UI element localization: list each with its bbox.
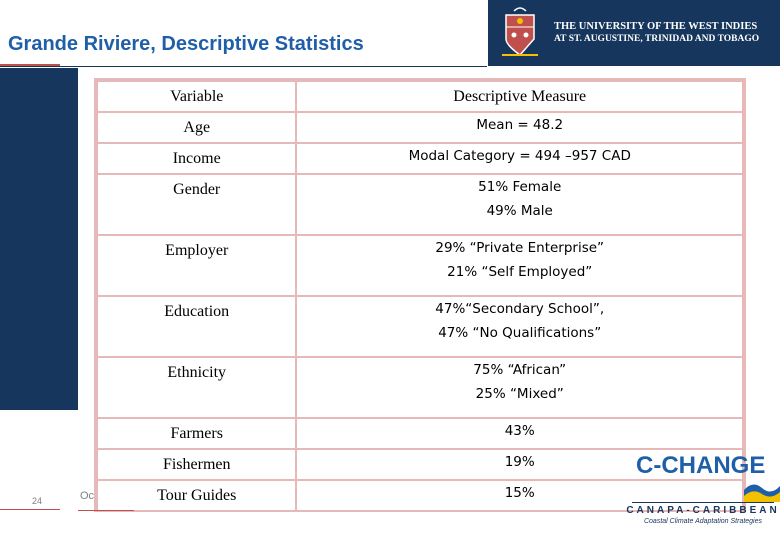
table-row-gender: Gender 51% Female 49% Male — [95, 173, 744, 236]
footer-rule — [0, 509, 60, 510]
cell-measure: 15% — [295, 479, 744, 512]
university-name: THE UNIVERSITY OF THE WEST INDIES AT ST.… — [554, 20, 759, 46]
canapa-rule-top — [632, 502, 774, 503]
left-accent-bar — [0, 68, 78, 410]
footer-date: Oc — [80, 490, 95, 502]
cchange-logo: C-CHANGE — [636, 452, 770, 482]
cell-variable: Income — [95, 142, 298, 175]
table-row-tour-guides: Tour Guides 15% — [95, 479, 744, 512]
cell-variable: Gender — [95, 173, 298, 236]
table-row-employer: Employer 29% “Private Enterprise” 21% “S… — [95, 234, 744, 297]
table-header-row: Variable Descriptive Measure — [95, 80, 744, 113]
cell-measure: 29% “Private Enterprise” 21% “Self Emplo… — [295, 234, 744, 297]
cell-measure: Modal Category = 494 –957 CAD — [295, 142, 744, 175]
cell-measure: 19% — [295, 448, 744, 481]
footer-date-rule — [78, 510, 134, 511]
header-rule — [0, 66, 487, 67]
table-row-age: Age Mean = 48.2 — [95, 111, 744, 144]
university-name-line2: AT ST. AUGUSTINE, TRINIDAD AND TOBAGO — [554, 34, 760, 44]
cchange-logo-text: C-CHANGE — [636, 452, 766, 479]
cell-variable: Age — [95, 111, 298, 144]
table-row-fishermen: Fishermen 19% — [95, 448, 744, 481]
cell-variable: Education — [95, 295, 298, 358]
university-name-line1: THE UNIVERSITY OF THE WEST INDIES — [554, 21, 758, 32]
header-variable: Variable — [95, 80, 298, 113]
university-crest-icon — [502, 7, 538, 57]
university-banner: THE UNIVERSITY OF THE WEST INDIES AT ST.… — [488, 0, 780, 66]
cell-variable: Ethnicity — [95, 356, 298, 419]
cell-variable: Tour Guides — [95, 479, 298, 512]
table-row-income: Income Modal Category = 494 –957 CAD — [95, 142, 744, 175]
cell-measure: 51% Female 49% Male — [295, 173, 744, 236]
header-descriptive-measure: Descriptive Measure — [295, 80, 744, 113]
cell-variable: Farmers — [95, 417, 298, 450]
cell-measure: 47%“Secondary School”, 47% “No Qualifica… — [295, 295, 744, 358]
canapa-logo: CANAPA-CARIBBEAN Coastal Climate Adaptat… — [626, 500, 780, 540]
canapa-tagline: Coastal Climate Adaptation Strategies — [643, 518, 763, 525]
statistics-table: Variable Descriptive Measure Age Mean = … — [94, 78, 746, 512]
cell-measure: 43% — [295, 417, 744, 450]
cell-variable: Employer — [95, 234, 298, 297]
slide-title: Grande Riviere, Descriptive Statistics — [8, 33, 364, 55]
slide-number: 24 — [32, 496, 43, 506]
cell-variable: Fishermen — [95, 448, 298, 481]
title-underline — [0, 64, 60, 66]
canapa-logo-text: CANAPA-CARIBBEAN — [626, 505, 780, 516]
wave-logo-icon — [744, 484, 780, 502]
cell-measure: Mean = 48.2 — [295, 111, 744, 144]
table-row-ethnicity: Ethnicity 75% “African” 25% “Mixed” — [95, 356, 744, 419]
table-row-farmers: Farmers 43% — [95, 417, 744, 450]
cell-measure: 75% “African” 25% “Mixed” — [295, 356, 744, 419]
table-row-education: Education 47%“Secondary School”, 47% “No… — [95, 295, 744, 358]
